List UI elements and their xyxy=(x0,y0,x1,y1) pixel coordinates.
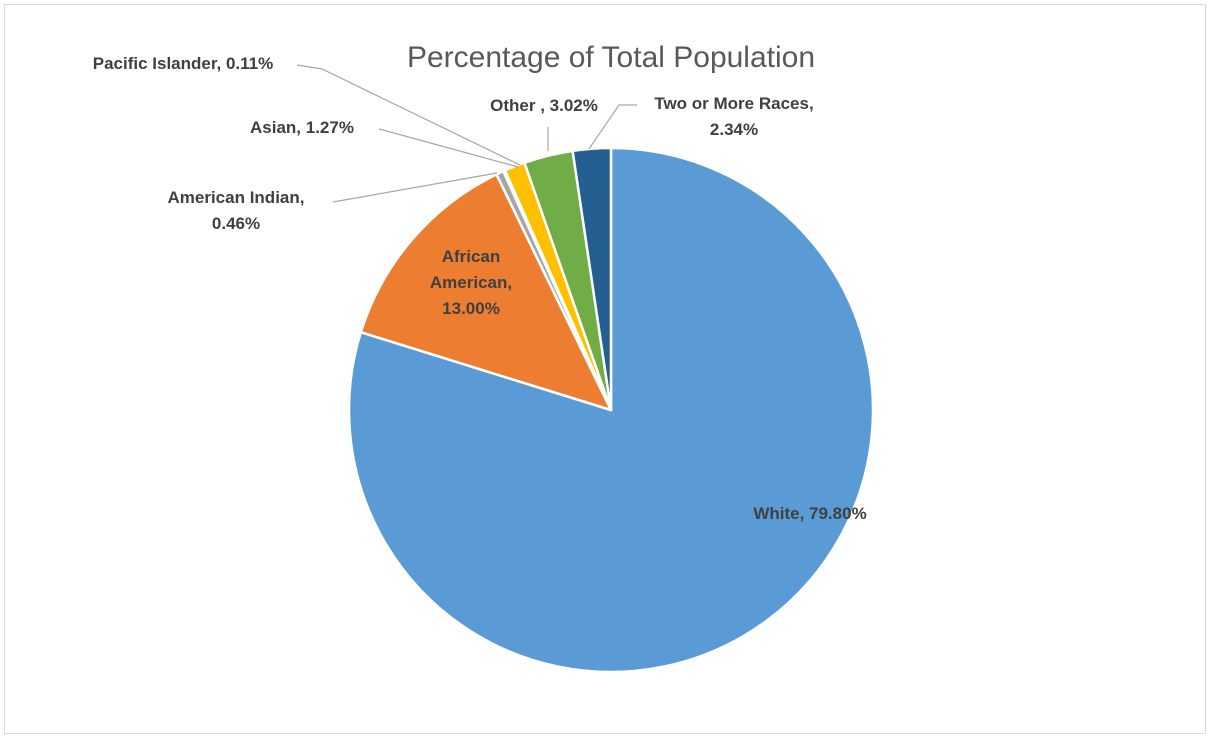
pie-slices xyxy=(347,146,875,674)
leader-line-asian xyxy=(378,128,519,168)
leader-line-two-or-more-races xyxy=(588,104,637,150)
slice-two-or-more-races xyxy=(571,146,613,412)
slice-white xyxy=(347,146,875,674)
leader-line-pacific-islander xyxy=(296,64,521,166)
chart-area: Percentage of Total Population White, 79… xyxy=(4,4,1206,734)
chart-title: Percentage of Total Population xyxy=(407,41,815,74)
data-label-two-or-more-races: Two or More Races, 2.34% xyxy=(654,94,813,139)
data-label-pacific-islander: Pacific Islander, 0.11% xyxy=(93,54,274,73)
data-label-asian: Asian, 1.27% xyxy=(250,118,354,137)
slice-african-american xyxy=(359,173,613,412)
data-label-african-american: African American, 13.00% xyxy=(430,247,512,318)
leader-line-american-indian xyxy=(332,172,498,203)
data-label-white: White, 79.80% xyxy=(753,504,866,523)
data-label-american-indian: American Indian, 0.46% xyxy=(168,188,305,233)
pie-chart: Percentage of Total Population White, 79… xyxy=(93,41,875,674)
leader-lines xyxy=(296,64,637,203)
data-label-other: Other , 3.02% xyxy=(490,96,598,115)
data-labels: White, 79.80% African American, 13.00% Ameri… xyxy=(93,54,867,523)
